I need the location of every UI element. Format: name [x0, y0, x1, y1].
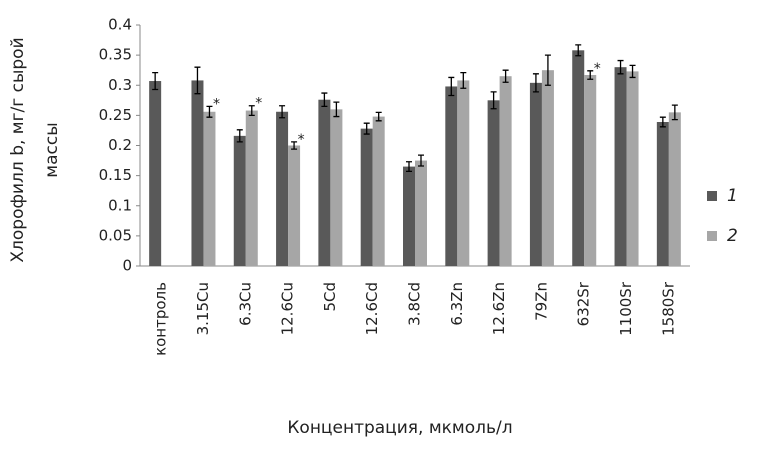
error-bar	[671, 104, 678, 121]
x-axis-label: Концентрация, мкмоль/л	[287, 418, 512, 438]
y-axis-label: Хлорофилл b, мг/г сырой	[8, 37, 28, 262]
error-bar	[236, 129, 243, 143]
error-bar	[659, 116, 666, 128]
error-bar	[206, 105, 213, 118]
bar	[330, 109, 343, 266]
y-tick-label: 0.4	[108, 16, 132, 34]
error-bar	[194, 66, 201, 95]
significance-mark: *	[213, 96, 220, 112]
y-tick-label: 0.05	[99, 226, 132, 244]
x-tick-label: контроль	[152, 282, 170, 356]
x-tick-label: 3.8Cd	[406, 282, 424, 326]
error-bar	[490, 91, 497, 110]
legend-swatch	[707, 231, 717, 241]
error-bar	[279, 105, 286, 119]
bar	[445, 86, 458, 266]
significance-mark: *	[594, 61, 601, 77]
error-bar	[502, 69, 509, 83]
bar	[149, 81, 162, 266]
bar	[499, 76, 512, 267]
x-tick-label: 1580Sr	[659, 281, 677, 336]
error-bar	[152, 71, 159, 91]
bar	[276, 111, 289, 266]
bar	[372, 116, 385, 266]
y-tick-label: 0.15	[99, 166, 132, 184]
error-bar	[460, 71, 467, 89]
x-tick-label: 12.6Zn	[490, 282, 508, 335]
x-tick-label: 79Zn	[532, 282, 550, 321]
bar	[415, 160, 427, 266]
error-bar	[406, 161, 412, 173]
bar	[203, 111, 216, 266]
legend-label: 2	[727, 226, 738, 246]
error-bar	[587, 70, 594, 80]
error-bar	[248, 105, 255, 117]
x-tick-label: 632Sr	[575, 281, 593, 326]
error-bar	[448, 76, 455, 97]
error-bar	[575, 44, 582, 57]
error-bar	[544, 54, 551, 86]
x-tick-label: 3.15Cu	[194, 282, 212, 335]
bar	[584, 75, 597, 266]
bar	[572, 50, 585, 267]
bar	[668, 112, 681, 266]
y-tick-label: 0.3	[108, 76, 132, 94]
bar	[457, 80, 470, 267]
bar	[656, 122, 669, 266]
error-bar	[333, 101, 340, 118]
error-bar	[363, 122, 370, 135]
x-tick-label: 12.6Cd	[363, 282, 381, 335]
bar	[626, 71, 639, 266]
significance-mark: *	[255, 96, 262, 112]
error-bar	[629, 64, 636, 79]
error-bar	[418, 154, 424, 167]
x-tick-label: 1100Sr	[617, 281, 635, 336]
x-tick-label: 6.3Cu	[236, 282, 254, 326]
y-axis-label: массы	[42, 122, 62, 177]
bar	[487, 100, 500, 266]
legend-swatch	[707, 191, 717, 201]
error-bar	[291, 141, 298, 150]
bar	[318, 99, 331, 267]
error-bar	[321, 92, 328, 107]
bar	[614, 67, 627, 266]
legend-label: 1	[727, 186, 738, 206]
y-tick-label: 0	[122, 257, 132, 275]
bar	[191, 80, 204, 267]
bar	[233, 135, 246, 266]
error-bar	[375, 111, 382, 122]
x-tick-label: 6.3Zn	[448, 282, 466, 326]
bar	[529, 82, 542, 266]
bar	[403, 166, 415, 266]
bar	[541, 70, 554, 266]
x-tick-label: 5Cd	[321, 282, 339, 312]
y-tick-label: 0.25	[99, 106, 132, 124]
error-bar	[617, 59, 624, 75]
error-bar	[532, 73, 539, 93]
y-tick-label: 0.2	[108, 136, 132, 154]
bar	[245, 110, 258, 267]
bar	[360, 128, 373, 266]
bar	[288, 145, 301, 266]
significance-mark: *	[298, 132, 305, 148]
y-tick-label: 0.35	[99, 46, 132, 64]
y-tick-label: 0.1	[108, 196, 132, 214]
x-tick-label: 12.6Cu	[279, 282, 297, 335]
